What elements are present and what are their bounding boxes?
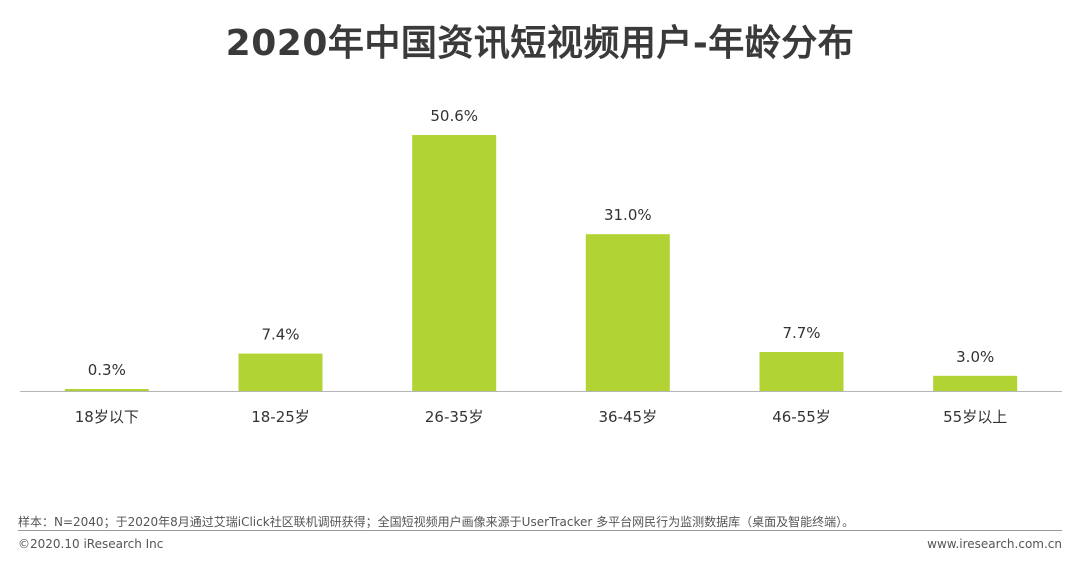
bar-5 (933, 375, 1018, 391)
category-label-5: 55岁以上 (943, 408, 1007, 426)
category-labels-group: 18岁以下 18-25岁 26-35岁 36-45岁 46-55岁 55岁以上 (75, 408, 1007, 426)
footer-divider (18, 530, 1062, 531)
category-label-4: 46-55岁 (772, 408, 831, 426)
footnote-sample: 样本：N=2040；于2020年8月通过艾瑞iClick社区联机调研获得；全国短… (18, 515, 855, 529)
value-label-1: 7.4% (261, 326, 299, 344)
bar-1 (238, 353, 323, 391)
bar-2 (412, 135, 497, 391)
category-label-0: 18岁以下 (75, 408, 139, 426)
value-label-4: 7.7% (782, 324, 820, 342)
bar-4 (759, 352, 844, 391)
page-title: 2020年中国资讯短视频用户-年龄分布 (225, 23, 855, 64)
footer-url: www.iresearch.com.cn (927, 537, 1062, 551)
value-label-0: 0.3% (88, 361, 126, 379)
value-label-3: 31.0% (604, 206, 652, 224)
value-label-5: 3.0% (956, 348, 994, 366)
value-labels-group: 0.3% 7.4% 50.6% 31.0% 7.7% 3.0% (88, 107, 995, 379)
category-label-3: 36-45岁 (599, 408, 658, 426)
footer-copyright: ©2020.10 iResearch Inc (18, 537, 164, 551)
value-label-2: 50.6% (430, 107, 478, 125)
category-label-2: 26-35岁 (425, 408, 484, 426)
bar-0 (64, 389, 149, 391)
bar-3 (585, 234, 670, 391)
category-label-1: 18-25岁 (251, 408, 310, 426)
bars-group (64, 135, 1018, 391)
